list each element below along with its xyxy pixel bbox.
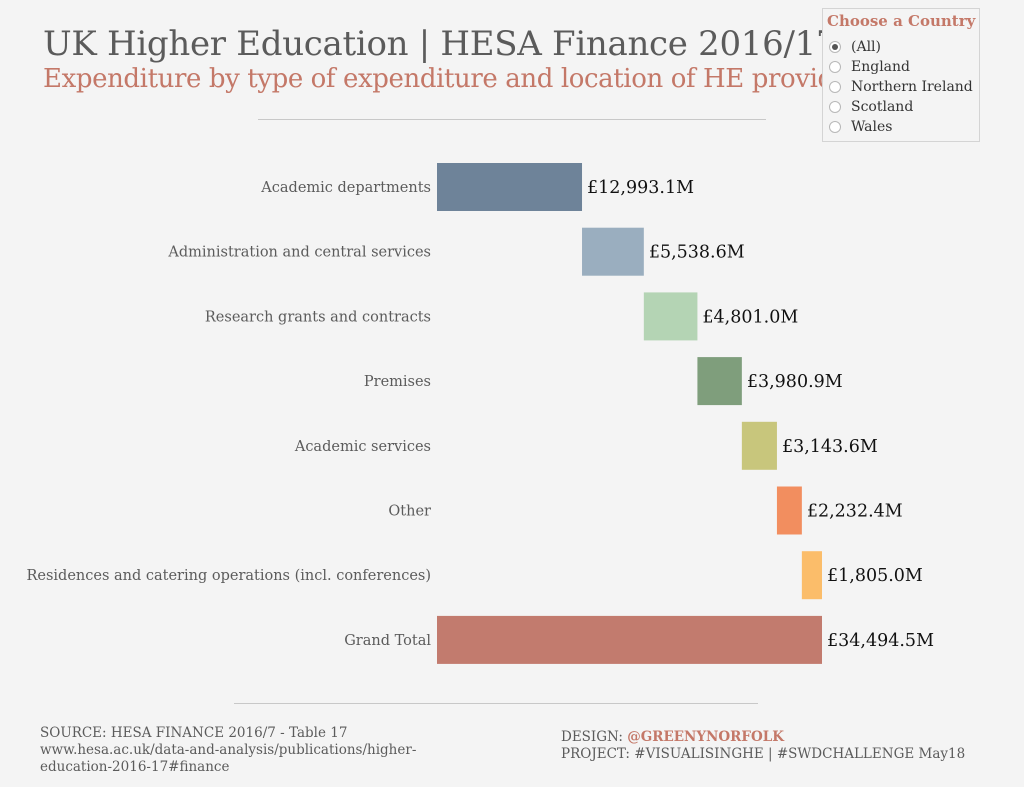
country-option-label: Scotland — [851, 99, 914, 115]
country-option-england[interactable]: England — [829, 58, 910, 76]
value-label-residences-and-catering-operations-incl-conferences: £1,805.0M — [827, 566, 923, 586]
category-label-grand-total: Grand Total — [344, 633, 431, 649]
footer-url-line[interactable]: www.hesa.ac.uk/data-and-analysis/publica… — [40, 742, 417, 758]
country-option-all[interactable]: (All) — [829, 38, 881, 56]
country-option-northern-ireland[interactable]: Northern Ireland — [829, 78, 973, 96]
value-label-academic-departments: £12,993.1M — [587, 178, 694, 198]
radio-selected-icon[interactable] — [829, 41, 841, 53]
country-filter-title: Choose a Country — [827, 12, 976, 30]
waterfall-chart: Academic departments £12,993.1M Administra… — [26, 163, 934, 664]
footer-design-label: DESIGN: — [561, 729, 623, 745]
category-label-residences-and-catering-operations-incl-conferences: Residences and catering operations (incl… — [26, 568, 431, 584]
footer-design-handle[interactable]: @GREENYNORFOLK — [627, 729, 784, 745]
page-title: UK Higher Education | HESA Finance 2016/… — [43, 24, 838, 64]
radio-icon[interactable] — [829, 61, 841, 73]
bar-administration-and-central-services[interactable] — [582, 227, 644, 276]
bar-grand-total[interactable] — [437, 615, 822, 664]
category-label-premises: Premises — [364, 374, 431, 390]
country-filter: Choose a Country (All) England Northern … — [822, 8, 980, 142]
value-label-administration-and-central-services: £5,538.6M — [649, 243, 745, 263]
footer-url-line[interactable]: education-2016-17#finance — [40, 759, 230, 775]
page-subtitle: Expenditure by type of expenditure and l… — [43, 64, 861, 94]
bar-academic-services[interactable] — [741, 421, 777, 470]
value-label-grand-total: £34,494.5M — [827, 631, 934, 651]
bar-premises[interactable] — [697, 357, 742, 406]
country-option-label: Wales — [851, 119, 893, 135]
footer-source: SOURCE: HESA FINANCE 2016/7 - Table 17 w… — [40, 725, 416, 776]
value-label-academic-services: £3,143.6M — [782, 437, 878, 457]
bar-other[interactable] — [776, 486, 802, 535]
bar-research-grants-and-contracts[interactable] — [643, 292, 698, 341]
footer-source-line: SOURCE: HESA FINANCE 2016/7 - Table 17 — [40, 725, 348, 741]
country-option-wales[interactable]: Wales — [829, 118, 892, 136]
category-label-administration-and-central-services: Administration and central services — [167, 245, 431, 261]
footer-divider — [234, 703, 758, 704]
category-label-academic-departments: Academic departments — [260, 180, 431, 196]
title-divider — [258, 119, 766, 120]
category-label-academic-services: Academic services — [294, 439, 431, 455]
country-option-label: England — [851, 59, 911, 75]
radio-icon[interactable] — [829, 121, 841, 133]
radio-icon[interactable] — [829, 81, 841, 93]
footer-project-line: PROJECT: #VISUALISINGHE | #SWDCHALLENGE … — [561, 746, 966, 762]
value-label-research-grants-and-contracts: £4,801.0M — [702, 307, 798, 327]
footer-credits: DESIGN: @GREENYNORFOLK PROJECT: #VISUALI… — [561, 729, 965, 763]
bar-residences-and-catering-operations-incl-conferences[interactable] — [801, 551, 823, 600]
bar-academic-departments[interactable] — [437, 163, 583, 211]
country-option-scotland[interactable]: Scotland — [829, 98, 913, 116]
category-label-research-grants-and-contracts: Research grants and contracts — [205, 309, 431, 325]
value-label-other: £2,232.4M — [807, 502, 903, 522]
footer-design-line: DESIGN: @GREENYNORFOLK — [561, 729, 965, 746]
country-option-label: (All) — [851, 39, 881, 55]
category-label-other: Other — [388, 504, 431, 520]
radio-icon[interactable] — [829, 101, 841, 113]
value-label-premises: £3,980.9M — [747, 372, 843, 392]
country-option-label: Northern Ireland — [851, 79, 973, 95]
